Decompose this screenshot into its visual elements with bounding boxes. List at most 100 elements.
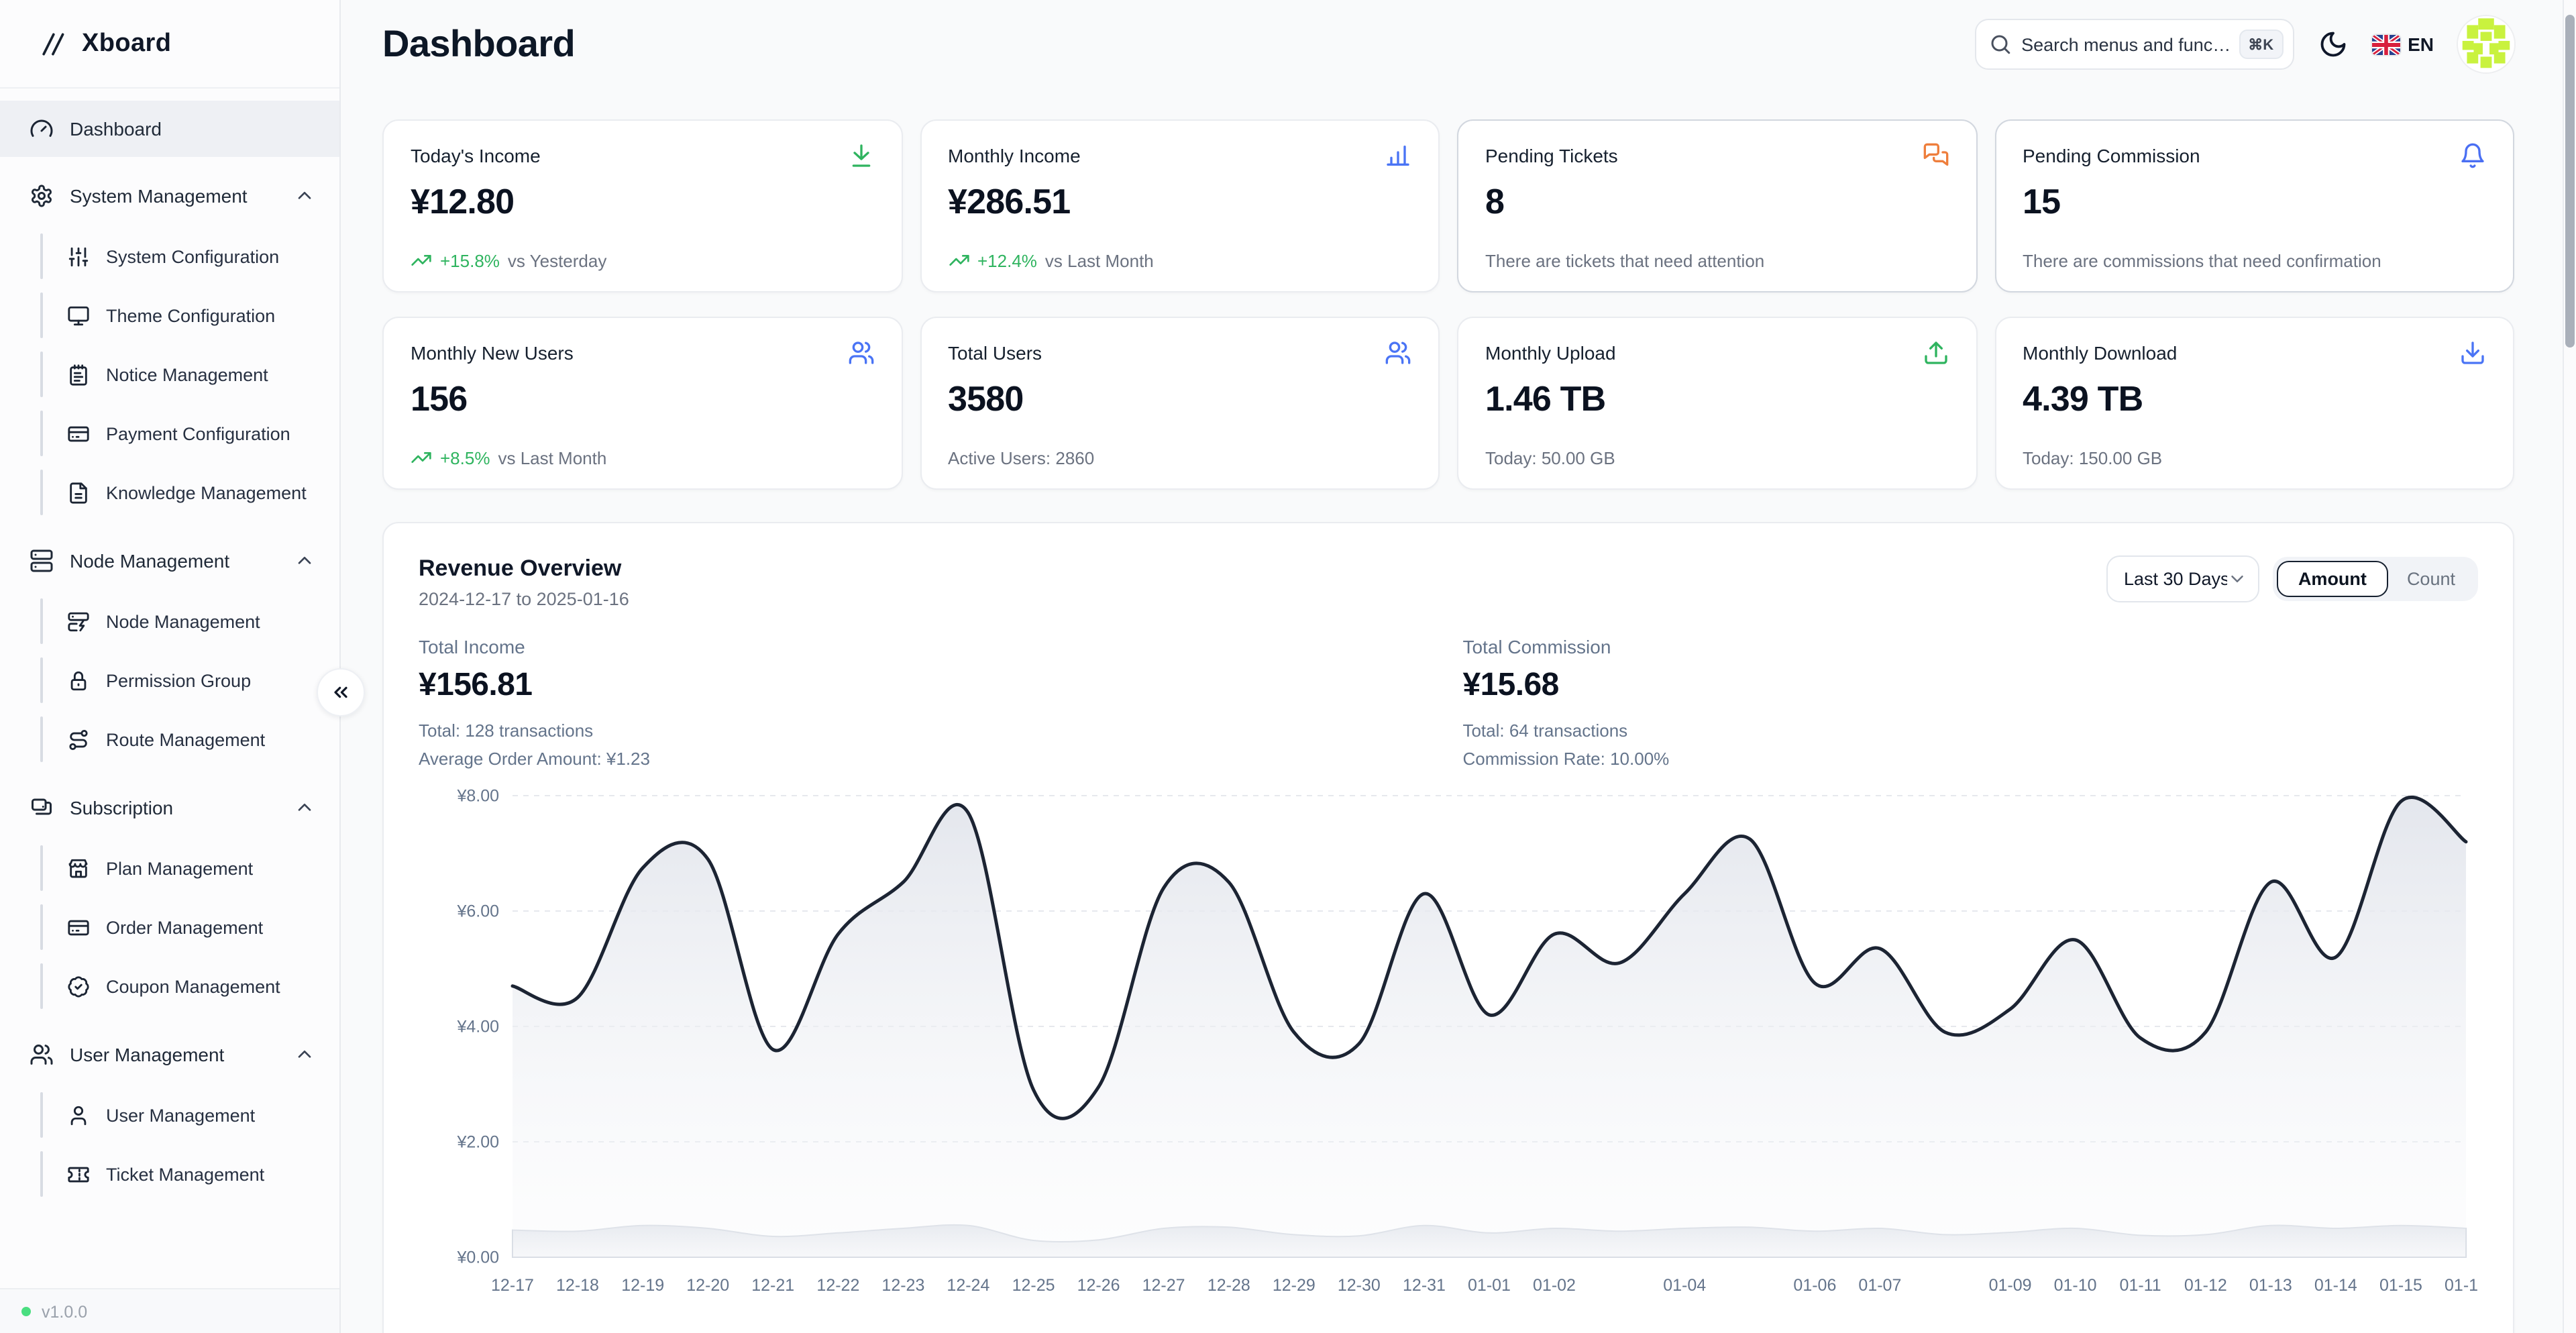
total-commission-value: ¥15.68 — [1462, 667, 1559, 703]
monitor-icon — [67, 304, 90, 327]
stat-card-pending-commission: Pending Commission 15 There are commission… — [1994, 119, 2514, 292]
card-value: 156 — [411, 378, 468, 419]
svg-text:12-28: 12-28 — [1208, 1276, 1250, 1295]
wallet-cards-icon — [30, 796, 54, 820]
card-title: Pending Commission — [2023, 145, 2200, 166]
file-text-icon — [67, 481, 90, 504]
stat-card-today-s-income: Today's Income ¥12.80 +15.8% vs Yesterday — [382, 119, 902, 292]
stat-card-pending-tickets: Pending Tickets 8 There are tickets that n… — [1457, 119, 1977, 292]
card-value: 3580 — [948, 378, 1024, 419]
revenue-stats: Total Income ¥156.81 Total: 128 transact… — [419, 636, 2478, 774]
sidebar-item-route-management[interactable]: Route Management — [40, 710, 339, 769]
bell-icon — [2459, 142, 2486, 169]
svg-text:01-06: 01-06 — [1793, 1276, 1836, 1295]
chevron-up-icon — [294, 550, 315, 572]
svg-text:01-10: 01-10 — [2054, 1276, 2097, 1295]
total-commission-block: Total Commission ¥15.68 Total: 64 transa… — [1462, 636, 1670, 769]
main-content: Dashboard ⌘K — [341, 0, 2576, 1333]
sidebar-item-user-management[interactable]: User Management — [40, 1085, 339, 1144]
user-avatar[interactable] — [2458, 16, 2514, 72]
card-subtitle: There are commissions that need confirma… — [2023, 251, 2381, 271]
badge-check-icon — [67, 975, 90, 998]
upload-icon — [1922, 339, 1949, 366]
search-shortcut-badge: ⌘K — [2239, 30, 2284, 59]
sidebar-group-user-management[interactable]: User Management — [0, 1024, 339, 1085]
sidebar-subgroup: Plan Management Order Management Coupon Ma… — [40, 839, 339, 1016]
svg-text:01-07: 01-07 — [1858, 1276, 1901, 1295]
svg-text:12-18: 12-18 — [556, 1276, 599, 1295]
sidebar-subgroup: User Management Ticket Management — [40, 1085, 339, 1204]
revenue-title: Revenue Overview — [419, 555, 622, 581]
xboard-logo-icon — [38, 29, 67, 58]
sidebar-item-order-management[interactable]: Order Management — [40, 898, 339, 957]
revenue-chart-wrap: ¥0.00 ¥2.00 ¥4.00 ¥6.00 ¥8.00 12-17 12-18 12-19… — [419, 780, 2478, 1305]
sidebar-item-coupon-management[interactable]: Coupon Management — [40, 957, 339, 1016]
sidebar-item-plan-management[interactable]: Plan Management — [40, 839, 339, 898]
language-label: EN — [2408, 34, 2434, 55]
scrollbar-thumb[interactable] — [2565, 15, 2574, 348]
total-income-value: ¥156.81 — [419, 667, 533, 703]
svg-text:01-01: 01-01 — [1468, 1276, 1511, 1295]
trending-up-icon — [411, 250, 432, 271]
svg-text:01-12: 01-12 — [2184, 1276, 2227, 1295]
date-range-select[interactable]: Last 30 Days — [2106, 555, 2259, 602]
sidebar-item-payment-configuration[interactable]: Payment Configuration — [40, 404, 339, 463]
dark-mode-toggle[interactable] — [2318, 30, 2347, 59]
sidebar-item-permission-group[interactable]: Permission Group — [40, 651, 339, 710]
sidebar-subgroup: System Configuration Theme Configuration N… — [40, 227, 339, 522]
sidebar-group-node-management[interactable]: Node Management — [0, 530, 339, 592]
sidebar-item-system-configuration[interactable]: System Configuration — [40, 227, 339, 286]
svg-text:01-09: 01-09 — [1989, 1276, 2032, 1295]
svg-text:01-11: 01-11 — [2120, 1276, 2161, 1295]
svg-text:¥6.00: ¥6.00 — [456, 902, 499, 920]
delta-suffix: vs Last Month — [498, 447, 607, 468]
revenue-panel: Revenue Overview 2024-12-17 to 2025-01-1… — [382, 522, 2514, 1333]
settings-icon — [30, 184, 54, 208]
gauge-icon — [30, 117, 54, 141]
revenue-date-range: 2024-12-17 to 2025-01-16 — [419, 589, 629, 609]
card-value: 1.46 TB — [1485, 378, 1606, 419]
sidebar-footer: v1.0.0 — [0, 1288, 339, 1333]
svg-text:¥2.00: ¥2.00 — [456, 1132, 499, 1151]
toggle-count-button[interactable]: Count — [2388, 561, 2474, 597]
amount-count-toggle: Amount Count — [2272, 557, 2478, 601]
sidebar-item-notice-management[interactable]: Notice Management — [40, 345, 339, 404]
sidebar-group-subscription[interactable]: Subscription — [0, 777, 339, 839]
svg-text:12-25: 12-25 — [1012, 1276, 1055, 1295]
card-title: Monthly New Users — [411, 342, 574, 364]
route-icon — [67, 728, 90, 751]
card-subtitle: Active Users: 2860 — [948, 448, 1095, 468]
svg-text:¥4.00: ¥4.00 — [456, 1017, 499, 1036]
trending-up-icon — [948, 250, 969, 271]
svg-text:01-02: 01-02 — [1533, 1276, 1576, 1295]
delta-suffix: vs Last Month — [1044, 250, 1154, 270]
chevrons-left-icon — [330, 682, 352, 703]
sidebar-collapse-button[interactable] — [317, 668, 365, 716]
sidebar-item-dashboard[interactable]: Dashboard — [0, 101, 339, 157]
lock-icon — [67, 669, 90, 692]
sidebar-item-ticket-management[interactable]: Ticket Management — [40, 1144, 339, 1204]
toggle-amount-button[interactable]: Amount — [2276, 561, 2388, 597]
svg-text:12-31: 12-31 — [1403, 1276, 1446, 1295]
svg-text:12-20: 12-20 — [686, 1276, 729, 1295]
svg-text:12-27: 12-27 — [1142, 1276, 1185, 1295]
svg-text:01-14: 01-14 — [2314, 1276, 2357, 1295]
delta-suffix: vs Yesterday — [507, 250, 607, 270]
svg-text:¥0.00: ¥0.00 — [456, 1248, 499, 1267]
svg-text:12-21: 12-21 — [751, 1276, 794, 1295]
language-selector[interactable]: EN — [2371, 34, 2434, 55]
stat-card-monthly-download: Monthly Download 4.39 TB Today: 150.00 GB — [1994, 317, 2514, 490]
revenue-area-chart: ¥0.00 ¥2.00 ¥4.00 ¥6.00 ¥8.00 12-17 12-18 12-19… — [456, 786, 2478, 1295]
svg-text:01-04: 01-04 — [1663, 1276, 1706, 1295]
sidebar-item-knowledge-management[interactable]: Knowledge Management — [40, 463, 339, 522]
sidebar-item-node-management[interactable]: Node Management — [40, 592, 339, 651]
moon-icon — [2318, 30, 2347, 59]
chevron-down-icon — [2227, 569, 2247, 589]
sidebar: Xboard Dashboard System Management System … — [0, 0, 365, 1333]
sidebar-menu: Dashboard System Management System Configu… — [0, 89, 339, 1288]
sidebar-item-theme-configuration[interactable]: Theme Configuration — [40, 286, 339, 345]
card-title: Total Users — [948, 342, 1042, 364]
sidebar-group-system-management[interactable]: System Management — [0, 165, 339, 227]
svg-text:01-13: 01-13 — [2249, 1276, 2292, 1295]
sliders-icon — [67, 245, 90, 268]
